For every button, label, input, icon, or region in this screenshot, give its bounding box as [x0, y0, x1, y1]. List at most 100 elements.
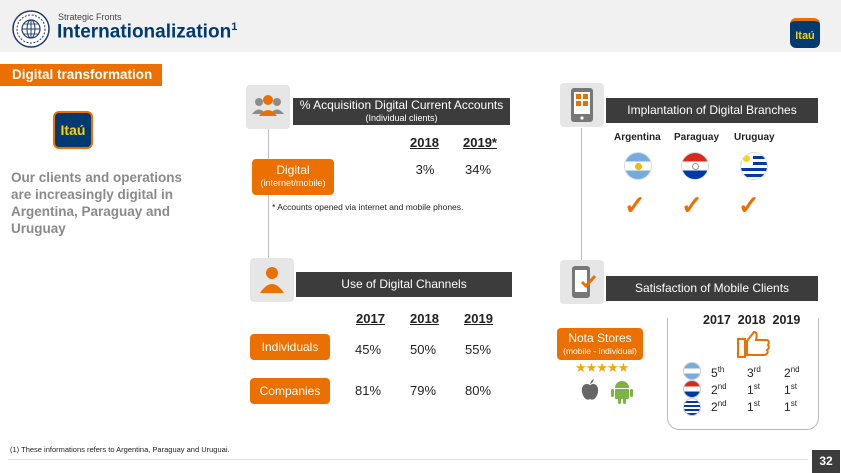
rank-argentina-2019: 2nd [784, 365, 800, 380]
rank-suffix: th [717, 365, 725, 374]
country-argentina: Argentina [614, 132, 661, 143]
rank-argentina-2017: 5th [711, 365, 724, 380]
footnote: (1) These informations refers to Argenti… [10, 445, 230, 454]
ch-individuals-2017: 45% [354, 342, 382, 357]
tablet-icon-box [560, 83, 604, 127]
rank-paraguay-2019: 1st [784, 382, 797, 397]
acquisition-subtitle: (Individual clients) [365, 113, 438, 123]
digital-label-text: Digital [276, 163, 310, 177]
users-icon [252, 95, 284, 116]
apple-icon [580, 378, 600, 402]
digital-label-sub: (internet/mobile) [260, 178, 326, 188]
ch-individuals-2018: 50% [409, 342, 437, 357]
android-icon [611, 378, 633, 404]
header-kicker: Strategic Fronts [58, 12, 122, 22]
check-paraguay-icon: ✓ [681, 190, 703, 220]
phone-check-icon-box [560, 260, 604, 304]
check-argentina-icon: ✓ [624, 190, 646, 220]
left-statement: Our clients and operations are increasin… [11, 170, 183, 236]
rank-suffix: st [753, 399, 760, 408]
rank-suffix: rd [753, 365, 761, 374]
rank-uruguay-2017: 2nd [711, 399, 727, 414]
rank-num: 3 [747, 366, 754, 380]
ch-individuals-2019: 55% [464, 342, 492, 357]
ch-year-2019: 2019 [464, 311, 493, 326]
rank-num: 2 [711, 400, 718, 414]
sat-year-2017: 2017 [703, 313, 731, 327]
users-icon-box [246, 85, 290, 129]
ch-companies-2017: 81% [354, 383, 382, 398]
country-paraguay: Paraguay [674, 132, 720, 143]
nota-stores-text: Nota Stores [568, 331, 632, 345]
connector-right [581, 128, 582, 268]
country-uruguay: Uruguay [734, 132, 775, 143]
paraguay-flag-icon [681, 152, 709, 180]
rank-paraguay-2017: 2nd [711, 382, 727, 397]
page-title: Internationalization1 [57, 21, 237, 43]
thumbs-up-icon [736, 330, 772, 360]
header-bar [0, 0, 841, 52]
rank-num: 1 [747, 400, 754, 414]
person-icon-box [250, 258, 294, 302]
tablet-icon [571, 88, 593, 122]
rank-suffix: nd [717, 399, 727, 408]
ch-companies-2018: 79% [409, 383, 437, 398]
rank-num: 1 [747, 383, 754, 397]
ch-companies-2019: 80% [464, 383, 492, 398]
branches-title-bar: Implantation of Digital Branches [606, 98, 818, 123]
rank-suffix: st [753, 382, 760, 391]
section-label: Digital transformation [0, 64, 162, 86]
channels-title-bar: Use of Digital Channels [296, 272, 512, 297]
satisfaction-years: 2017 2018 2019 [700, 313, 804, 327]
nota-stores-sub: (mobile - individual) [563, 346, 637, 356]
digital-label: Digital (internet/mobile) [252, 159, 334, 195]
rank-uruguay-2018: 1st [747, 399, 760, 414]
acquisition-title: % Acquisition Digital Current Accounts [299, 98, 504, 112]
rank-num: 5 [711, 366, 718, 380]
sat-year-2019: 2019 [772, 313, 801, 327]
satisfaction-panel [667, 318, 819, 430]
itau-logo-large-text: Itaú [60, 122, 86, 138]
person-icon [260, 267, 284, 293]
globe-icon [12, 10, 50, 48]
rank-suffix: nd [790, 365, 800, 374]
argentina-flag-icon [624, 152, 652, 180]
acq-value-2019: 34% [464, 162, 492, 177]
rank-suffix: st [790, 382, 797, 391]
acq-year-2019: 2019* [463, 135, 497, 150]
satisfaction-title-bar: Satisfaction of Mobile Clients [606, 276, 818, 301]
acq-value-2018: 3% [415, 162, 435, 177]
acq-year-2018: 2018 [410, 135, 439, 150]
page-number: 32 [812, 450, 840, 473]
footer-line [8, 459, 808, 460]
itau-logo-large: Itaú [53, 111, 93, 149]
rank-num: 1 [784, 383, 791, 397]
rank-num: 2 [711, 383, 718, 397]
ch-year-2018: 2018 [410, 311, 439, 326]
rank-paraguay-2018: 1st [747, 382, 760, 397]
itau-logo-header-text: Itaú [795, 30, 815, 42]
companies-label: Companies [250, 378, 330, 404]
stars-rating: ★★★★★ [575, 360, 629, 375]
argentina-small-flag-icon [683, 362, 701, 380]
rank-suffix: nd [717, 382, 727, 391]
rank-uruguay-2019: 1st [784, 399, 797, 414]
rank-suffix: st [790, 399, 797, 408]
paraguay-small-flag-icon [683, 380, 701, 398]
page-title-sup: 1 [231, 21, 238, 33]
individuals-label: Individuals [250, 334, 330, 360]
page-title-text: Internationalization [57, 21, 232, 43]
uruguay-small-flag-icon [683, 398, 701, 416]
acquisition-title-bar: % Acquisition Digital Current Accounts (… [293, 98, 510, 125]
nota-stores-label: Nota Stores (mobile - individual) [557, 328, 643, 360]
sat-year-2018: 2018 [737, 313, 766, 327]
rank-argentina-2018: 3rd [747, 365, 761, 380]
acquisition-footnote: * Accounts opened via internet and mobil… [272, 202, 464, 212]
rank-num: 1 [784, 400, 791, 414]
uruguay-flag-icon [740, 152, 768, 180]
itau-logo-header: Itaú [790, 18, 820, 48]
check-uruguay-icon: ✓ [738, 190, 760, 220]
phone-check-icon [572, 266, 597, 298]
ch-year-2017: 2017 [356, 311, 385, 326]
rank-num: 2 [784, 366, 791, 380]
